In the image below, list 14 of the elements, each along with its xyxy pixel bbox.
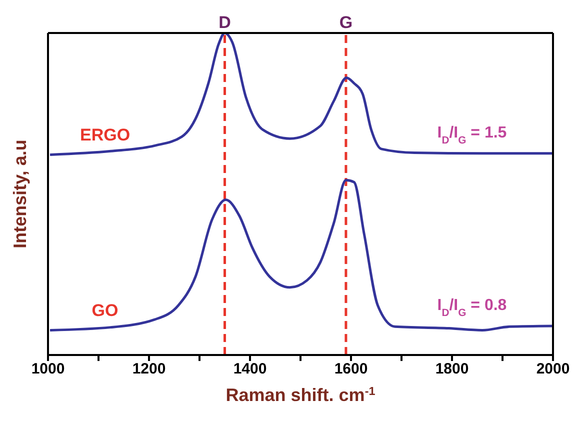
series-label: GO xyxy=(92,301,118,320)
x-tick-label: 1600 xyxy=(334,360,368,378)
series-label: ERGO xyxy=(80,126,130,145)
x-tick-label: 1400 xyxy=(233,360,267,378)
annotation: I$_{D}$/I$_{G}$ = 0.8 xyxy=(437,297,507,319)
x-tick-label: 1200 xyxy=(132,360,166,378)
x-tick-label: 1000 xyxy=(31,360,65,378)
x-axis-title: Raman shift. cm$^{-1}$ xyxy=(226,384,376,405)
x-tick-label: 2000 xyxy=(536,360,570,378)
ref-line-label: G xyxy=(339,13,353,32)
annotation: I$_{D}$/I$_{G}$ = 1.5 xyxy=(437,124,507,146)
y-axis-title: Intensity, a.u xyxy=(10,140,30,248)
x-tick-label: 1800 xyxy=(435,360,469,378)
ref-line-label: D xyxy=(218,13,231,32)
